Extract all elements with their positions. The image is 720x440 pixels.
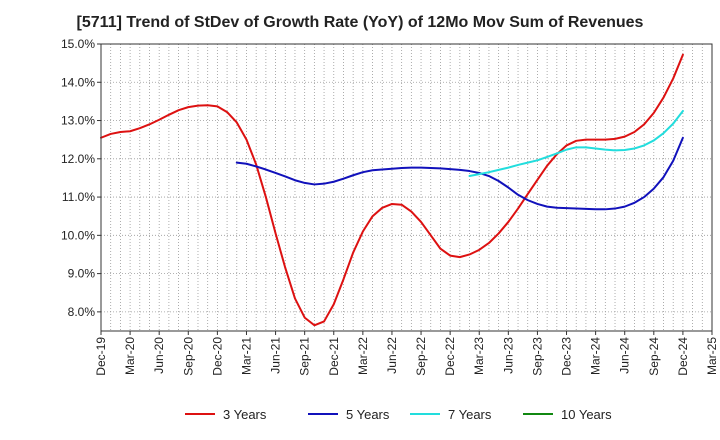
legend-label: 7 Years [448,407,492,422]
x-tick-label: Dec-20 [210,337,224,376]
series-lines [100,53,684,327]
x-tick-label: Dec-22 [443,337,457,376]
series-line-5-years [235,136,684,211]
x-tick-label: Mar-23 [472,337,486,375]
axes: 8.0% 9.0% 10.0% 11.0% 12.0% 13.0% 14.0% 15.0% De… [61,37,719,376]
y-tick-label: 14.0% [61,75,95,89]
x-tick-label: Sep-24 [647,337,661,376]
x-tick-label: Mar-22 [356,337,370,375]
y-tick-label: 15.0% [61,37,95,51]
x-tick-label: Dec-19 [94,337,108,376]
y-tick-label: 8.0% [68,305,96,319]
x-tick-label: Jun-20 [152,337,166,374]
plot-area [101,44,712,331]
legend-label: 10 Years [561,407,612,422]
x-tick-label: Mar-25 [705,337,719,375]
x-tick-label: Sep-21 [298,337,312,376]
x-tick-label: Mar-21 [239,337,253,375]
legend: 3 Years 5 Years 7 Years 10 Years [185,407,612,422]
y-tick-label: 9.0% [68,267,96,281]
x-tick-label: Jun-22 [385,337,399,374]
x-tick-label: Jun-23 [501,337,515,374]
x-tick-label: Sep-22 [414,337,428,376]
plot-frame [100,43,713,332]
series-line-3-years [100,53,684,327]
x-tick-label: Mar-24 [589,337,603,375]
y-tick-label: 10.0% [61,228,95,242]
y-tick-label: 12.0% [61,152,95,166]
x-tick-label: Dec-23 [560,337,574,376]
y-tick-label: 13.0% [61,114,95,128]
series-line-7-years [468,109,684,178]
y-tick-label: 11.0% [62,190,95,204]
x-tick-label: Sep-23 [530,337,544,376]
x-tick-label: Jun-24 [618,337,632,374]
x-tick-label: Jun-21 [269,337,283,374]
x-tick-label: Sep-20 [181,337,195,376]
x-tick-label: Mar-20 [123,337,137,375]
legend-label: 5 Years [346,407,390,422]
legend-label: 3 Years [223,407,267,422]
x-tick-label: Dec-21 [327,337,341,376]
chart-title: [5711] Trend of StDev of Growth Rate (Yo… [76,14,644,31]
x-tick-label: Dec-24 [676,337,690,376]
